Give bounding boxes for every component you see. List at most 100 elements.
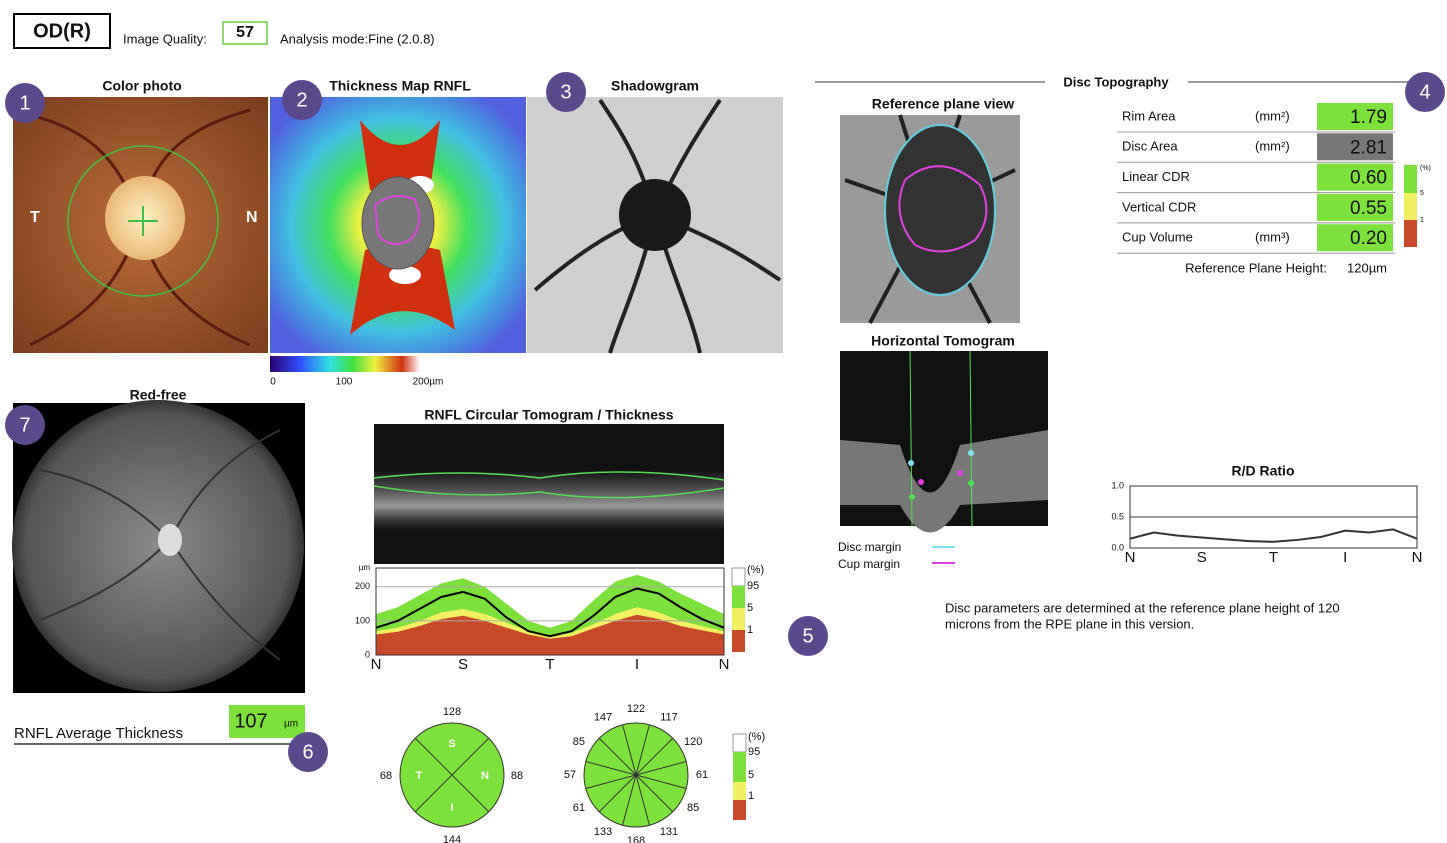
value-box [1317, 193, 1393, 221]
legend-swatch [732, 586, 745, 608]
badge-number: 5 [802, 625, 813, 647]
row-value: 1.79 [1350, 107, 1387, 128]
percentile-label: 5 [1420, 190, 1424, 197]
y-tick-label: 1.0 [1111, 480, 1124, 490]
clock-hour-chart [583, 722, 689, 828]
panel-title: Thickness Map RNFL [329, 78, 471, 94]
red-free-image [12, 400, 305, 693]
row-unit: (mm²) [1255, 139, 1290, 154]
badge-circle [788, 616, 828, 656]
panel-title: Horizontal Tomogram [871, 333, 1015, 349]
shadowgram [527, 97, 783, 354]
row-name: Rim Area [1122, 108, 1176, 123]
row-value: 2.81 [1350, 137, 1387, 158]
legend-swatch [732, 630, 745, 652]
plot-frame [1129, 485, 1418, 549]
sector-value: 117 [660, 712, 678, 724]
sector-value: 88 [511, 770, 523, 782]
y-tick-label: 100 [355, 615, 370, 625]
sector-value: 131 [660, 826, 678, 838]
badge-circle [288, 732, 328, 772]
sector-value: 122 [627, 703, 645, 715]
legend-title: (%) [747, 564, 764, 576]
eye-label: OD(R) [33, 20, 91, 42]
legend-label: Cup margin [838, 557, 900, 571]
line [375, 587, 725, 638]
legend-label: 5 [747, 602, 753, 614]
scale-label: 100 [336, 377, 353, 388]
quadrant-chart [399, 722, 505, 828]
row-value: 0.55 [1350, 198, 1387, 219]
badge-circle [5, 83, 45, 123]
y-unit: µm [359, 563, 371, 572]
percentile-label: 95 [748, 746, 760, 758]
sector-value: 168 [627, 835, 645, 843]
legend-swatch [731, 567, 746, 587]
row-name: Disc Area [1122, 139, 1178, 154]
rnfl-average-unit: µm [284, 719, 298, 730]
x-tick-label: T [545, 656, 554, 673]
legend-label: 1 [747, 624, 753, 636]
image-quality: 57 [236, 24, 254, 41]
panel-title: Reference plane view [872, 96, 1015, 112]
sector-label: I [450, 802, 453, 814]
value-box [1317, 133, 1393, 161]
eye-box [13, 13, 111, 49]
rnfl-average-value: 107 [234, 710, 267, 732]
legend-label: Disc margin [838, 540, 901, 554]
badge-circle [5, 405, 45, 445]
sector-value: 147 [594, 712, 612, 724]
x-tick-label: I [635, 656, 639, 673]
sector-value: 128 [443, 706, 461, 718]
note: microns from the RPE plane in this versi… [945, 616, 1194, 631]
value-box [1317, 163, 1393, 191]
row-value: 0.60 [1350, 168, 1387, 189]
sector-label: S [448, 738, 455, 750]
percentile-label: (%) [748, 731, 765, 743]
sector-value: 133 [594, 826, 612, 838]
badge-number: 2 [296, 89, 307, 111]
badge: 6 [288, 732, 328, 772]
sector-value: 57 [564, 769, 576, 781]
row-value: 0.20 [1350, 228, 1387, 249]
badge-number: 3 [560, 81, 571, 103]
row-unit: (mm³) [1255, 230, 1290, 245]
x-tick-label: I [1343, 549, 1347, 566]
percentile-area [376, 614, 724, 655]
scale-label: 0 [270, 377, 276, 388]
badge: 2 [282, 80, 322, 120]
y-tick-label: 0.5 [1111, 511, 1124, 521]
y-tick-label: 0.0 [1111, 542, 1124, 552]
percentile-legend [1404, 165, 1417, 247]
rnfl-average-label: RNFL Average Thickness [14, 725, 183, 742]
y-tick-label: 200 [355, 581, 370, 591]
panel-title: Shadowgram [611, 78, 699, 94]
x-tick-label: N [1412, 549, 1423, 566]
badge: 4 [1405, 72, 1445, 112]
badge-circle [1405, 72, 1445, 112]
x-tick-label: T [1269, 549, 1278, 566]
plot-frame [375, 567, 725, 656]
image-quality-box [222, 21, 268, 45]
x-tick-label: S [458, 656, 468, 673]
badge-circle [282, 80, 322, 120]
sector-value: 85 [687, 802, 699, 814]
percentile-label: 5 [748, 769, 754, 781]
badge-circle [546, 72, 586, 112]
badge: 7 [5, 405, 45, 445]
sector-value: 144 [443, 834, 461, 843]
photo-label: N [246, 209, 258, 226]
panel-title: Red-free [130, 387, 187, 403]
x-tick-label: N [719, 656, 730, 673]
badge-number: 6 [302, 741, 313, 763]
badge-number: 1 [19, 92, 30, 114]
rnfl-average-box [229, 705, 305, 738]
badge-number: 7 [19, 414, 30, 436]
thickness-map [270, 97, 526, 372]
image-quality-label: Image Quality: [123, 31, 207, 46]
sector-label: T [416, 770, 423, 782]
sector-value: 61 [696, 769, 708, 781]
sector-label: N [481, 770, 489, 782]
row-name: Linear CDR [1122, 169, 1190, 184]
